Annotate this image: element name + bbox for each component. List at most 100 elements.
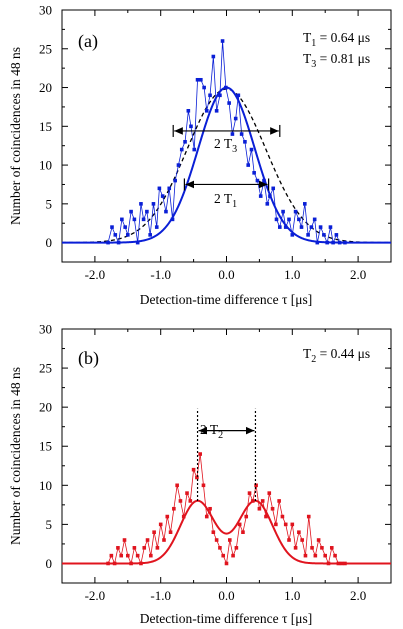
data-point — [333, 553, 337, 558]
data-point — [316, 538, 321, 542]
data-point — [231, 553, 235, 558]
data-point — [139, 561, 143, 566]
data-point — [181, 514, 186, 519]
x-tick-label: -2.0 — [85, 588, 106, 603]
data-point — [227, 538, 232, 542]
solid-fit-curve — [62, 499, 391, 565]
data-point — [178, 499, 183, 503]
arrow-label-2t2: 2 T2 — [200, 422, 223, 441]
data-point — [129, 209, 133, 214]
data-point — [293, 209, 298, 214]
data-point — [334, 233, 339, 237]
data-point — [343, 561, 347, 566]
data-point — [201, 483, 206, 488]
data-point — [110, 225, 114, 229]
data-point — [208, 93, 212, 98]
data-point — [274, 522, 278, 527]
fit-curves-b — [62, 499, 391, 565]
y-tick-label: 20 — [39, 400, 52, 415]
data-point — [192, 147, 197, 152]
data-point — [122, 538, 127, 542]
x-tick-label: -1.0 — [150, 267, 171, 282]
data-point — [126, 233, 130, 237]
width-arrows-a — [172, 124, 281, 191]
data-point — [303, 553, 308, 558]
data-point — [310, 546, 314, 550]
data-point — [221, 553, 226, 558]
data-point — [214, 538, 219, 542]
data-point — [183, 140, 187, 144]
data-point — [241, 530, 245, 534]
data-point — [239, 132, 244, 136]
data-point — [267, 491, 272, 495]
data-point — [300, 538, 304, 542]
x-tick-label: 2.0 — [350, 267, 366, 282]
data-point — [244, 514, 249, 519]
data-point — [195, 77, 200, 82]
x-axis-label-b: Detection-time difference τ [μs] — [140, 611, 312, 626]
data-point — [249, 147, 254, 152]
data-point — [135, 240, 140, 245]
data-point — [265, 202, 270, 206]
data-point — [280, 514, 285, 519]
data-point — [168, 530, 173, 534]
data-point — [325, 240, 329, 245]
data-point — [165, 514, 170, 519]
data-point — [218, 546, 222, 550]
data-point — [170, 217, 175, 222]
data-point — [202, 85, 206, 90]
t3-annotation: T3 = 0.81 μs — [303, 51, 370, 70]
fit-curves-a — [62, 86, 391, 244]
data-point — [252, 171, 256, 175]
data-point — [179, 147, 184, 152]
data-point — [306, 233, 310, 237]
data-point — [175, 483, 179, 488]
data-point — [152, 530, 156, 534]
y-tick-label: 15 — [39, 439, 52, 454]
data-point — [199, 77, 203, 82]
data-point — [116, 546, 120, 550]
data-point — [208, 506, 212, 511]
data-point — [106, 561, 110, 566]
data-point — [318, 225, 323, 229]
data-point — [283, 522, 288, 527]
panel-a: -2.0 -1.0 0.0 1.0 2.0 0 5 10 15 20 25 30 (a) T1 = 0… — [8, 3, 392, 307]
data-point — [106, 240, 110, 245]
data-point — [173, 178, 177, 183]
data-point — [247, 491, 252, 495]
data-point — [189, 124, 193, 129]
data-point — [306, 514, 311, 519]
width-arrows-b — [196, 408, 257, 501]
data-point — [191, 467, 196, 472]
y-axis-label-a: Number of coincidences in 48 ns — [8, 47, 23, 225]
data-point — [299, 225, 304, 229]
data-point — [315, 240, 320, 245]
data-point — [237, 522, 242, 527]
y-tick-label: 10 — [39, 478, 52, 493]
data-point — [224, 561, 229, 566]
data-point — [198, 452, 202, 456]
x-tick-label: 2.0 — [350, 588, 366, 603]
x-tick-label: -2.0 — [85, 267, 106, 282]
t2-annotation: T2 = 0.44 μs — [303, 346, 370, 365]
data-point — [271, 186, 276, 191]
arrow-label-2t3: 2 T3 — [214, 136, 237, 155]
data-point — [258, 194, 263, 198]
data-point — [186, 109, 191, 113]
x-tick-label: 1.0 — [284, 588, 300, 603]
data-point — [145, 209, 149, 214]
data-point — [214, 109, 219, 113]
data-point — [148, 233, 152, 237]
ticks-b: -2.0 -1.0 0.0 1.0 2.0 0 5 10 15 20 25 30 — [39, 322, 392, 603]
dashed-fit-curve — [62, 88, 391, 244]
data-point — [132, 217, 137, 222]
panel-a-label: (a) — [78, 31, 98, 52]
data-point — [139, 202, 143, 206]
plot-frame-b — [61, 328, 392, 584]
data-point — [290, 522, 295, 527]
x-tick-label: 0.0 — [218, 588, 234, 603]
data-point — [268, 194, 272, 198]
ticks-a: -2.0 -1.0 0.0 1.0 2.0 0 5 10 15 20 25 30 — [39, 3, 392, 282]
data-point — [109, 553, 114, 558]
data-point — [312, 217, 317, 222]
